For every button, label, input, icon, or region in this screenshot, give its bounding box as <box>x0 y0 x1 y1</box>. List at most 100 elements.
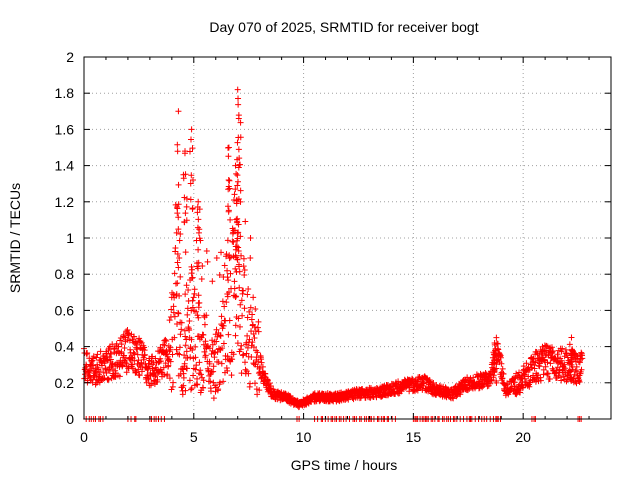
data-point <box>186 318 193 325</box>
data-point <box>109 360 116 367</box>
data-point <box>183 282 190 289</box>
data-point <box>532 359 539 366</box>
data-point <box>237 134 244 141</box>
y-axis-label: SRMTID / TECUs <box>7 183 23 293</box>
data-point <box>255 358 262 365</box>
data-point <box>232 186 239 193</box>
data-point <box>198 276 205 283</box>
data-point <box>540 366 547 373</box>
data-point <box>166 375 173 382</box>
data-point <box>238 342 245 349</box>
data-point <box>195 333 202 340</box>
data-point <box>94 351 101 358</box>
data-point <box>218 249 225 256</box>
data-point <box>196 359 203 366</box>
data-point <box>160 364 167 371</box>
data-point <box>449 394 456 401</box>
data-point <box>171 270 178 277</box>
data-point <box>195 304 202 311</box>
data-point <box>182 342 189 349</box>
data-point <box>105 376 112 383</box>
data-point <box>209 341 216 348</box>
data-point <box>258 359 265 366</box>
data-point <box>236 284 243 291</box>
data-point <box>119 362 126 369</box>
data-point <box>179 391 186 398</box>
data-point <box>258 356 265 363</box>
data-point <box>187 386 194 393</box>
data-point <box>182 171 189 178</box>
data-point <box>470 374 477 381</box>
data-point <box>564 354 571 361</box>
data-point <box>174 350 181 357</box>
data-point <box>232 243 239 250</box>
data-point <box>165 362 172 369</box>
data-point <box>193 381 200 388</box>
data-point <box>189 347 196 354</box>
data-point <box>123 360 130 367</box>
data-point <box>242 218 249 225</box>
data-point <box>169 351 176 358</box>
data-point <box>210 379 217 386</box>
data-point <box>236 323 243 330</box>
data-point <box>141 351 148 358</box>
data-point <box>176 254 183 261</box>
data-point <box>255 328 262 335</box>
data-point <box>108 350 115 357</box>
data-point <box>245 285 252 292</box>
data-point <box>174 251 181 258</box>
data-point <box>562 365 569 372</box>
data-point <box>202 338 209 345</box>
data-point <box>544 359 551 366</box>
data-point <box>225 207 232 214</box>
data-point <box>255 318 262 325</box>
data-point <box>233 170 240 177</box>
data-point <box>224 237 231 244</box>
data-point <box>411 388 418 395</box>
data-point <box>568 334 575 341</box>
data-point <box>254 349 261 356</box>
data-point <box>195 198 202 205</box>
data-point <box>252 327 259 334</box>
data-point <box>195 292 202 299</box>
data-point <box>243 350 250 357</box>
data-point <box>487 377 494 384</box>
data-point <box>123 369 130 376</box>
data-point <box>197 367 204 374</box>
data-point <box>234 340 241 347</box>
data-point <box>251 324 258 331</box>
data-point <box>230 227 237 234</box>
data-point <box>225 144 232 151</box>
data-point <box>537 377 544 384</box>
data-point <box>175 310 182 317</box>
data-point <box>122 358 129 365</box>
data-point <box>188 136 195 143</box>
data-point <box>188 270 195 277</box>
data-point <box>547 360 554 367</box>
data-point <box>493 378 500 385</box>
data-point <box>495 346 502 353</box>
data-point <box>115 343 122 350</box>
data-point <box>247 235 254 242</box>
data-point <box>561 361 568 368</box>
data-point <box>479 384 486 391</box>
data-point <box>235 115 242 122</box>
data-point <box>166 348 173 355</box>
data-point <box>174 259 181 266</box>
data-point <box>523 360 530 367</box>
data-point <box>240 287 247 294</box>
data-point <box>184 354 191 361</box>
data-point <box>192 308 199 315</box>
data-point <box>195 229 202 236</box>
data-point <box>234 139 241 146</box>
y-tick-label: 0.4 <box>55 339 75 355</box>
data-point <box>141 352 148 359</box>
data-point <box>82 371 89 378</box>
data-point <box>225 176 232 183</box>
data-point <box>178 319 185 326</box>
data-point <box>531 365 538 372</box>
data-point <box>188 336 195 343</box>
data-point <box>178 326 185 333</box>
data-point <box>525 373 532 380</box>
data-point <box>219 345 226 352</box>
